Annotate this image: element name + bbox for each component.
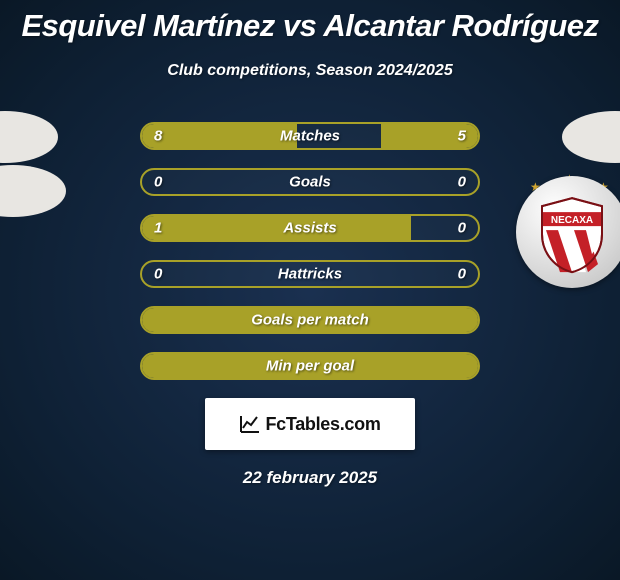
stats-list: 8 5 Matches 0 0 Goals 1 0 Assists 0 0 Hattricks Goal… (140, 122, 480, 380)
badge-text: NECAXA (551, 215, 593, 226)
stat-value-right: 0 (458, 174, 466, 191)
stat-label: Goals (289, 174, 331, 191)
stat-value-left: 8 (154, 128, 162, 145)
shield-icon: NECAXA (538, 196, 606, 274)
club-right-badge: ★ ★ ★ NECAXA (516, 176, 620, 288)
stat-row: Goals per match (140, 306, 480, 334)
stat-label: Matches (280, 128, 340, 145)
stat-label: Assists (283, 220, 336, 237)
stat-value-left: 1 (154, 220, 162, 237)
stat-value-right: 0 (458, 266, 466, 283)
stat-row: 1 0 Assists (140, 214, 480, 242)
stat-label: Min per goal (266, 358, 354, 375)
stat-value-right: 0 (458, 220, 466, 237)
footer-logo-text: FcTables.com (265, 414, 380, 435)
stat-label: Goals per match (251, 312, 369, 329)
footer-logo-box: FcTables.com (205, 398, 415, 450)
stat-row: 0 0 Hattricks (140, 260, 480, 288)
subtitle: Club competitions, Season 2024/2025 (0, 62, 620, 80)
stat-row: 0 0 Goals (140, 168, 480, 196)
stat-value-left: 0 (154, 174, 162, 191)
club-left-avatar (0, 138, 66, 244)
stat-row: 8 5 Matches (140, 122, 480, 150)
chart-icon (239, 414, 261, 434)
stat-row: Min per goal (140, 352, 480, 380)
page-title: Esquivel Martínez vs Alcantar Rodríguez (0, 0, 620, 44)
stat-bar-left (142, 124, 297, 148)
footer-date: 22 february 2025 (0, 468, 620, 488)
stat-value-left: 0 (154, 266, 162, 283)
stat-bar-left (142, 216, 411, 240)
stat-value-right: 5 (458, 128, 466, 145)
stat-label: Hattricks (278, 266, 342, 283)
